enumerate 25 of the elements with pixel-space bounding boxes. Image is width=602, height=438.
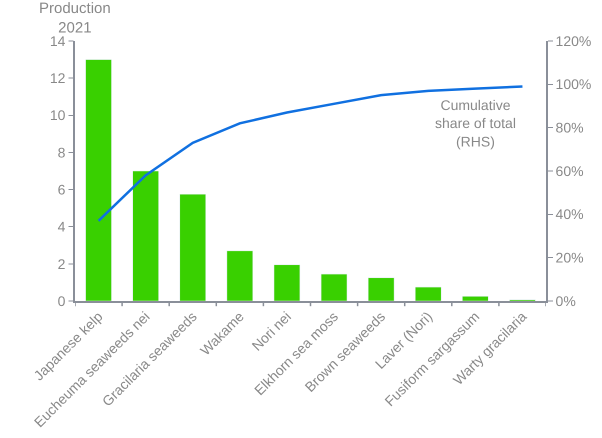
y-tick-label: 8 — [58, 144, 66, 160]
bar — [226, 250, 254, 301]
bar — [462, 296, 489, 301]
y2-tick-label: 0% — [556, 292, 576, 309]
bar — [415, 286, 442, 301]
bar — [368, 278, 394, 301]
y2-tick-label: 20% — [556, 250, 584, 266]
y-tick-label: 6 — [58, 181, 66, 198]
bar — [85, 59, 112, 301]
bar — [274, 264, 300, 301]
y-tick-label: 2 — [58, 256, 66, 272]
y2-tick-label: 100% — [556, 76, 592, 92]
bar — [132, 170, 159, 301]
y-tick-label: 4 — [58, 218, 66, 235]
y2-tick-label: 80% — [556, 120, 584, 136]
y-tick-label: 0 — [58, 292, 66, 309]
y-tick-label: 12 — [50, 70, 66, 86]
y2-tick-label: 60% — [556, 162, 584, 179]
y2-tick-label: 120% — [556, 32, 592, 49]
line-series — [97, 85, 524, 222]
y-tick-label: 10 — [50, 107, 66, 124]
bar — [320, 274, 348, 301]
bar — [180, 194, 206, 301]
y2-tick-label: 40% — [556, 206, 584, 222]
series-label: Cumulative share of total (RHS) — [435, 97, 516, 150]
